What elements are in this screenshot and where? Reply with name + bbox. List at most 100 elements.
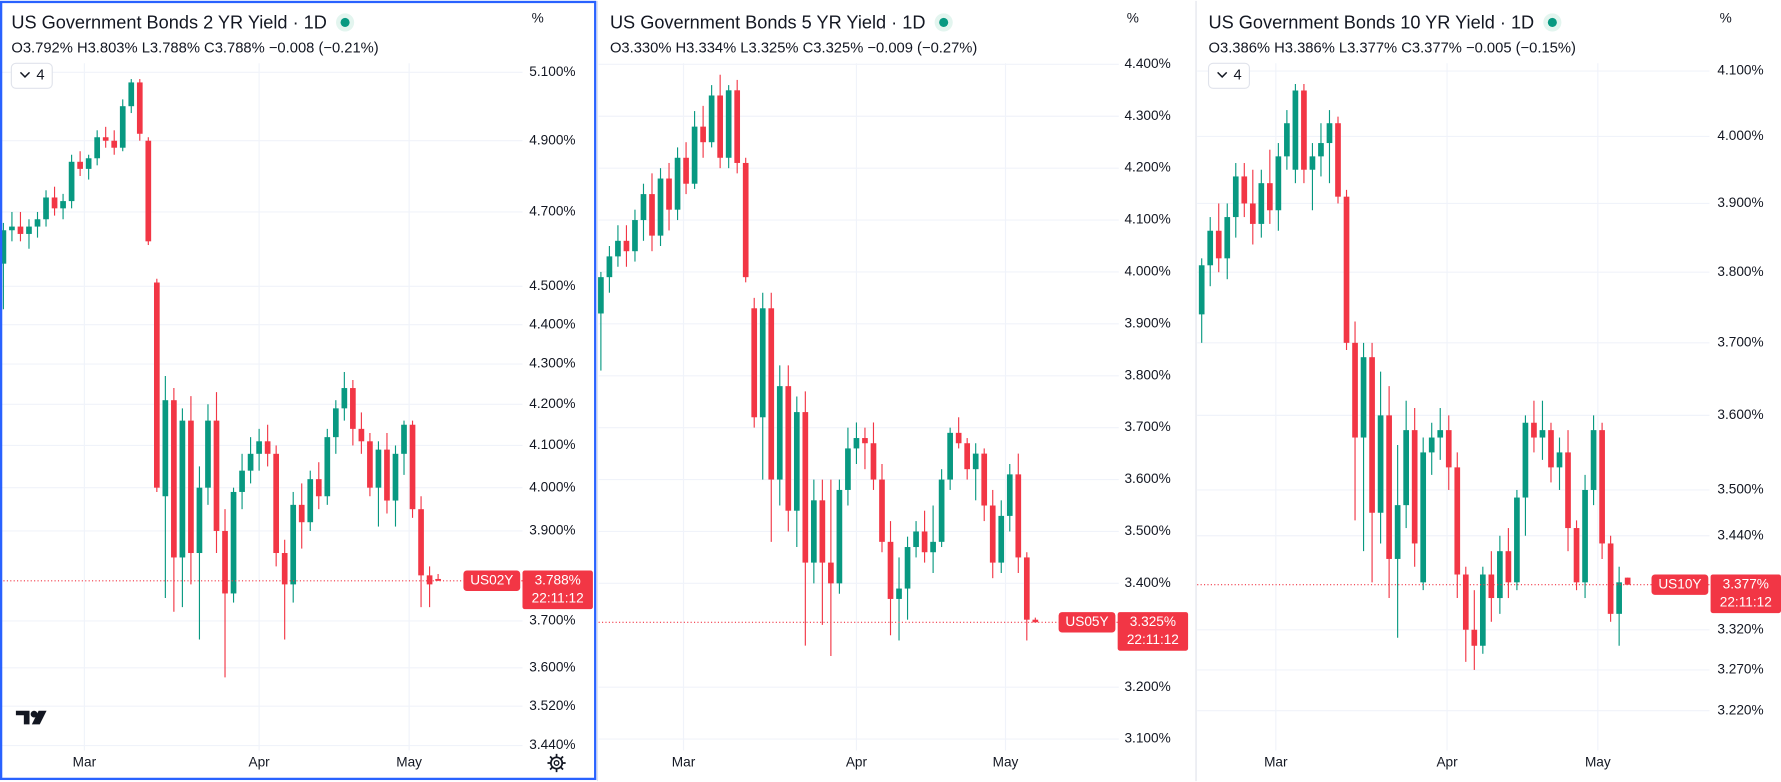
candle-body	[1522, 422, 1529, 498]
x-tick-label: Apr	[846, 755, 868, 770]
symbol-tag: US05Y	[1065, 614, 1108, 629]
candle-body	[1531, 422, 1537, 438]
candle-body	[1352, 342, 1358, 438]
countdown-label: 22:11:12	[1127, 632, 1179, 647]
candle-body	[205, 420, 211, 488]
candle-body	[1215, 230, 1222, 259]
y-tick-label: 3.700%	[1124, 419, 1170, 434]
collapse-button[interactable]: 4	[10, 62, 53, 89]
y-tick-label: 4.300%	[1124, 108, 1170, 123]
candle-body	[921, 531, 928, 553]
candle-body	[793, 412, 800, 511]
candle-body	[239, 470, 245, 492]
settings-gear[interactable]	[547, 753, 566, 773]
candle-body	[1249, 203, 1256, 224]
candle-body	[358, 428, 365, 442]
candle-body	[307, 479, 314, 523]
candle-body	[981, 453, 988, 506]
candle-body	[367, 441, 373, 488]
price-label: 3.325%	[1130, 614, 1176, 629]
candle-body	[1232, 176, 1239, 218]
candle-body	[94, 137, 101, 159]
candle-body	[683, 157, 689, 184]
y-tick-label: 4.100%	[529, 437, 575, 452]
y-tick-label: 4.400%	[529, 316, 575, 331]
y-tick-label: 5.100%	[529, 64, 575, 79]
candle-body	[128, 82, 135, 107]
candle-body	[1556, 452, 1563, 468]
y-tick-label: 3.700%	[1717, 334, 1763, 349]
x-tick-label: May	[993, 755, 1019, 770]
candle-body	[742, 162, 749, 278]
price-label-box	[1710, 574, 1781, 614]
price-label-box	[522, 570, 593, 610]
y-tick-label: 3.520%	[529, 698, 575, 713]
y-tick-label: 3.600%	[1124, 471, 1170, 486]
y-tick-label: 3.440%	[529, 737, 575, 752]
y-tick-label: 4.000%	[1717, 128, 1763, 143]
candle-body	[1624, 577, 1631, 585]
candle-body	[213, 420, 220, 531]
charts: 5.100% 4.900% 4.700% 4.500% 4.400% 4.300% 4.20…	[0, 11, 1781, 770]
candle-body	[879, 479, 885, 542]
y-tick-label: 3.800%	[1124, 367, 1170, 382]
candle-body	[1207, 230, 1214, 266]
candle-body	[1454, 467, 1461, 575]
candle-body	[811, 500, 817, 563]
y-tick-label: 4.700%	[529, 204, 575, 219]
candle-body	[836, 489, 843, 584]
candle-body	[392, 453, 399, 501]
ohlc-legend: O3.386% H3.386% L3.377% C3.377% −0.005 (…	[1209, 40, 1576, 56]
y-tick-label: 3.440%	[1717, 527, 1763, 542]
y-tick-label: 3.900%	[1124, 315, 1170, 330]
candle-body	[1292, 90, 1299, 170]
candle-body	[1326, 123, 1333, 144]
candle-body	[989, 505, 996, 563]
candle-body	[324, 437, 331, 497]
candle-body	[188, 420, 194, 554]
symbol-tag-box	[463, 570, 521, 591]
candle-body	[674, 157, 681, 210]
candle-body	[972, 453, 979, 470]
candle-body	[598, 277, 604, 314]
button-box	[1207, 62, 1250, 89]
candle-body	[102, 137, 109, 141]
candle-body	[1318, 143, 1324, 157]
candle-body	[350, 388, 356, 429]
candle-body	[1479, 574, 1486, 646]
candle-body	[60, 201, 66, 209]
candle-body	[435, 578, 441, 581]
candle-body	[1377, 415, 1384, 513]
candle-body	[77, 161, 83, 169]
x-tick-label: Mar	[1264, 755, 1288, 770]
candle-body	[119, 106, 126, 148]
candle-body	[615, 240, 621, 257]
candle-body	[734, 90, 741, 163]
y-tick-label: 4.500%	[529, 278, 575, 293]
candle-body	[51, 197, 58, 209]
candle-body	[938, 479, 945, 542]
candle-body	[162, 400, 169, 497]
candle-body	[1462, 574, 1469, 630]
candle-body	[887, 541, 894, 599]
candle-body	[1386, 415, 1392, 559]
y-tick-label: 3.200%	[1124, 679, 1170, 694]
x-tick-label: Apr	[1436, 755, 1458, 770]
candle-body	[1267, 183, 1273, 211]
status-dot	[939, 17, 949, 27]
candle-body	[171, 400, 177, 558]
candle-body	[751, 308, 758, 418]
candle-body	[1032, 619, 1039, 623]
candle-body	[904, 547, 911, 589]
candle-body	[17, 226, 24, 234]
y-tick-label: 3.700%	[529, 613, 575, 628]
candle-body	[1599, 430, 1605, 544]
candle-body	[1275, 156, 1282, 211]
price-label-box	[1117, 612, 1189, 651]
candle-body	[1590, 430, 1597, 490]
candle-body	[179, 420, 186, 558]
candle-body	[68, 161, 75, 202]
y-tick-label: 4.900%	[529, 132, 575, 147]
collapse-button[interactable]: 4	[1207, 62, 1250, 89]
